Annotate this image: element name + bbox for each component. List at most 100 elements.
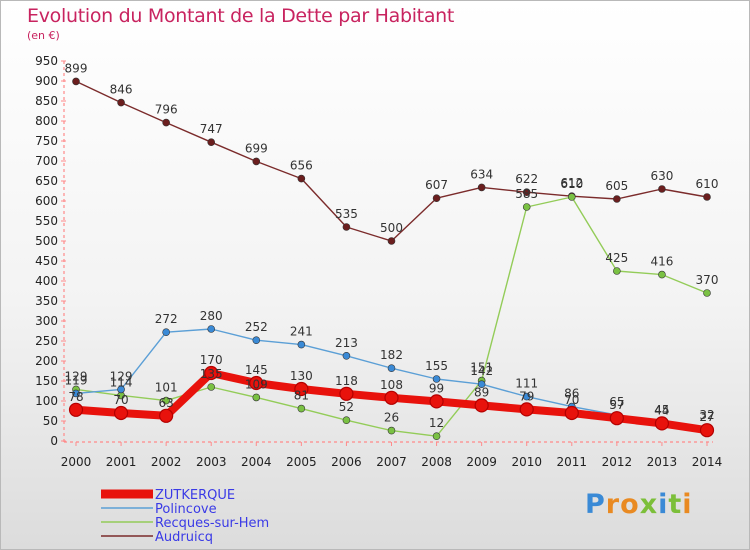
x-tick-label: 2003: [196, 455, 227, 469]
data-label: 170: [200, 353, 223, 367]
y-tick-label: 800: [35, 114, 58, 128]
data-label: 63: [159, 396, 174, 410]
data-point: [72, 389, 80, 398]
data-label: 612: [560, 176, 583, 190]
data-label: 252: [245, 320, 268, 334]
data-label: 280: [200, 309, 223, 323]
data-label: 610: [560, 177, 583, 191]
legend-label: ZUTKERQUE: [155, 488, 235, 503]
data-point: [342, 351, 351, 360]
data-point: [613, 195, 621, 203]
data-label: 26: [384, 411, 399, 425]
data-label: 634: [470, 167, 493, 181]
data-point: [387, 237, 396, 245]
data-label: 81: [294, 389, 309, 403]
data-point: [432, 432, 441, 441]
data-point: [522, 188, 531, 196]
data-label: 370: [696, 273, 719, 287]
data-label: 747: [200, 122, 223, 136]
data-point: [609, 411, 624, 426]
y-tick-label: 850: [35, 94, 58, 108]
data-point: [252, 336, 261, 345]
y-tick-label: 500: [35, 234, 58, 248]
data-label: 535: [335, 207, 358, 221]
data-label: 101: [155, 381, 178, 395]
data-point: [522, 203, 531, 211]
data-label: 899: [65, 61, 88, 75]
data-point: [699, 423, 715, 438]
y-tick-label: 300: [35, 314, 58, 328]
data-point: [249, 375, 264, 391]
y-tick-label: 900: [35, 74, 58, 88]
data-label: 151: [470, 361, 493, 375]
data-point: [159, 408, 174, 423]
y-tick-label: 250: [35, 334, 58, 348]
proxiti-logo: Proxiti: [585, 489, 693, 520]
data-point: [384, 390, 399, 405]
y-tick-label: 150: [35, 374, 58, 388]
y-tick-label: 750: [35, 134, 58, 148]
data-point: [204, 365, 219, 381]
data-label: 182: [380, 348, 403, 362]
data-point: [342, 416, 351, 425]
data-point: [429, 394, 444, 409]
x-tick-label: 2008: [421, 455, 452, 469]
logo-letter: t: [668, 489, 683, 520]
data-label: 416: [650, 255, 673, 269]
data-point: [564, 405, 579, 421]
data-label: 129: [65, 369, 88, 383]
data-point: [613, 267, 621, 275]
x-tick-label: 2012: [602, 455, 633, 469]
x-tick-label: 2000: [61, 455, 92, 469]
data-point: [477, 380, 486, 389]
y-tick-label: 350: [35, 294, 58, 308]
x-tick-label: 2004: [241, 455, 272, 469]
legend-label: Polincove: [155, 502, 217, 517]
data-label: 699: [245, 141, 268, 155]
y-tick-label: 0: [50, 434, 58, 448]
data-label: 622: [515, 172, 538, 186]
data-label: 272: [155, 312, 178, 326]
chart-title: Evolution du Montant de la Dette par Hab…: [27, 5, 455, 27]
legend-label: Recques-sur-Hem: [155, 516, 269, 531]
data-label: 86: [564, 387, 579, 401]
data-label: 79: [519, 389, 534, 403]
data-point: [519, 402, 534, 417]
logo-letter: P: [585, 489, 606, 520]
data-point: [207, 138, 216, 146]
data-point: [117, 98, 125, 107]
data-label: 52: [339, 400, 354, 414]
x-tick-label: 2011: [557, 455, 588, 469]
data-label: 610: [696, 177, 719, 191]
logo-letter: i: [658, 489, 669, 520]
data-point: [432, 194, 441, 202]
data-label: 142: [470, 364, 493, 378]
data-label: 70: [113, 393, 128, 407]
data-label: 213: [335, 336, 358, 350]
x-tick-label: 2002: [151, 455, 182, 469]
data-point: [113, 405, 129, 421]
y-tick-label: 650: [35, 174, 58, 188]
data-label: 605: [605, 179, 628, 193]
data-label: 241: [290, 325, 313, 339]
data-label: 119: [65, 373, 88, 387]
x-tick-label: 2009: [466, 455, 497, 469]
data-point: [474, 398, 489, 413]
data-point: [207, 325, 216, 333]
data-point: [297, 174, 306, 183]
data-label: 32: [699, 408, 714, 422]
data-point: [252, 393, 261, 402]
data-label: 846: [110, 83, 133, 97]
data-point: [432, 375, 441, 383]
data-label: 57: [609, 398, 624, 412]
chart-subtitle: (en €): [27, 29, 60, 42]
x-tick-label: 2005: [286, 455, 317, 469]
y-tick-label: 950: [35, 54, 58, 68]
y-tick-label: 400: [35, 274, 58, 288]
data-label: 27: [699, 410, 714, 424]
data-label: 135: [200, 367, 223, 381]
data-label: 45: [654, 403, 669, 417]
data-point: [297, 404, 306, 413]
data-point: [68, 402, 84, 417]
